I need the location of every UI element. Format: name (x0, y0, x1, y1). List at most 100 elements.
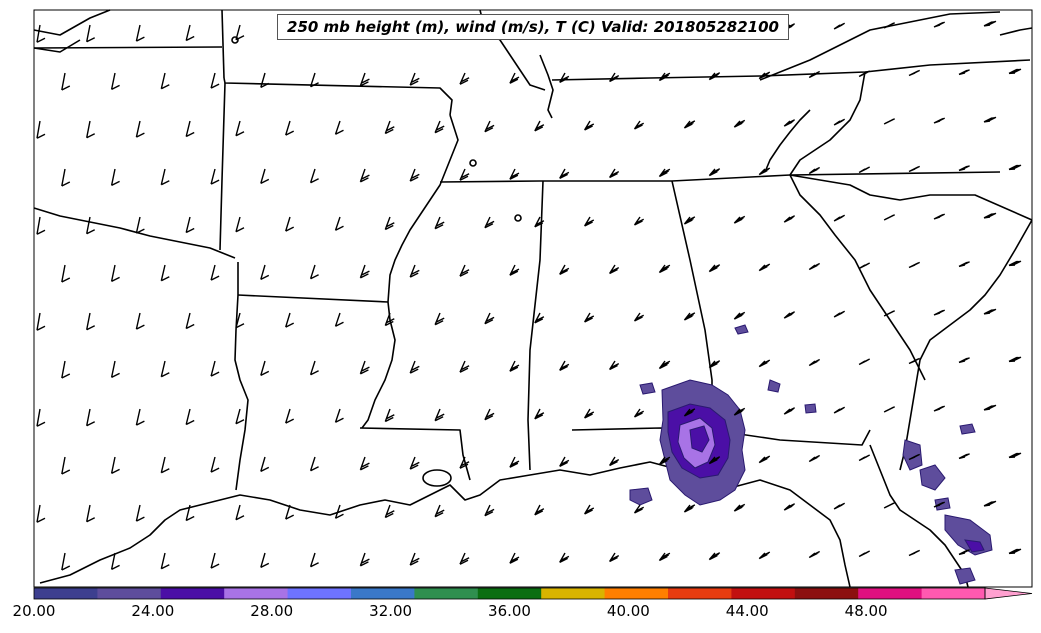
wind-barb (260, 552, 270, 569)
wind-barb (933, 501, 946, 508)
colorbar-segment (224, 588, 289, 599)
wind-barb (983, 308, 997, 315)
wind-barb (434, 312, 445, 326)
wind-barb (36, 216, 46, 235)
map-title: 250 mb height (m), wind (m/s), T (C) Val… (277, 14, 789, 40)
wind-barb (559, 456, 570, 468)
wind-barb (958, 69, 970, 76)
wind-barb (534, 120, 545, 132)
wind-barb (633, 120, 645, 130)
wind-barb (260, 264, 270, 281)
wind-barb (708, 360, 721, 369)
wind-barb (908, 261, 921, 269)
colorbar-segment (921, 588, 986, 599)
colorbar-segment (541, 588, 606, 599)
wind-barb (808, 358, 821, 367)
colorbar-tick-label: 24.00 (131, 602, 175, 620)
wind-barb (534, 312, 545, 324)
colorbar-segment (351, 588, 415, 599)
wind-barb (185, 120, 195, 138)
wind-barb (658, 360, 671, 370)
wind-barb (285, 216, 295, 232)
wind-barb (409, 552, 420, 566)
wind-barb (983, 20, 997, 27)
state-border (527, 180, 544, 471)
state-border (789, 174, 1033, 221)
geography-lines (33, 9, 1033, 588)
wind-barb (185, 24, 195, 42)
wind-barb (559, 360, 570, 372)
wind-barb (409, 360, 420, 374)
lake-coast-line (999, 27, 1033, 36)
wind-barb (683, 408, 696, 417)
wind-barb (210, 360, 220, 377)
colorbar-segment (97, 588, 162, 599)
wind-barb (883, 502, 896, 509)
wind-barb (235, 408, 245, 425)
wind-barb (883, 118, 896, 125)
wind-barb (36, 24, 46, 43)
wind-barb (309, 72, 319, 88)
wind-barb (86, 504, 96, 523)
wind-barb (210, 552, 220, 569)
wind-barb (484, 504, 495, 517)
shaded-region (934, 497, 951, 511)
wind-barb (110, 456, 120, 475)
wind-barb (334, 504, 344, 519)
atlantic-coastline (899, 219, 1033, 471)
lake-coast-line (33, 9, 111, 36)
wind-barb (633, 408, 645, 418)
wind-barb (883, 310, 896, 317)
wind-barb (36, 120, 46, 139)
wind-barb (210, 168, 220, 185)
wind-barb (359, 456, 370, 471)
wind-barb (534, 216, 545, 228)
wind-barb (733, 311, 746, 320)
wind-barb (210, 72, 220, 89)
lake-coast-line (33, 39, 81, 53)
lake (469, 159, 477, 167)
state-border (571, 427, 871, 446)
wind-barb (459, 552, 470, 565)
wind-barb (1008, 452, 1022, 459)
wind-barb (559, 72, 570, 84)
wind-barb (833, 310, 846, 318)
wind-barb (135, 408, 145, 426)
wind-barb (86, 408, 96, 427)
wind-barb (758, 167, 771, 176)
wind-barb (160, 264, 170, 282)
wind-barb (359, 552, 370, 567)
lake-coast-line (539, 54, 554, 119)
state-border (789, 71, 866, 176)
wind-barb (1008, 260, 1022, 267)
wind-barb (708, 168, 721, 177)
wind-barb (683, 120, 696, 129)
wind-barb (833, 502, 846, 510)
wind-barb (384, 504, 395, 519)
wind-barb (260, 456, 270, 473)
wind-barb (833, 406, 846, 414)
wind-barb (334, 120, 344, 135)
wind-barb (733, 503, 746, 512)
wind-barb (559, 264, 570, 276)
wind-barb (185, 312, 195, 330)
wind-barb (110, 264, 120, 283)
wind-barb (758, 263, 771, 272)
wind-barb (583, 312, 595, 323)
colorbar-tick-label: 32.00 (369, 602, 413, 620)
wind-barb (509, 456, 520, 468)
wind-barb (583, 408, 595, 419)
wind-barb (235, 312, 245, 329)
wind-barb (908, 549, 921, 557)
shaded-region (954, 567, 976, 585)
wind-barb (583, 504, 595, 515)
lake (231, 36, 239, 44)
wind-barb (484, 312, 495, 325)
colorbar-tick-label: 40.00 (606, 602, 650, 620)
colorbar-extend-arrow (984, 587, 1033, 600)
wind-barb (658, 552, 671, 562)
wind-barb (185, 216, 195, 234)
wind-barb (708, 72, 721, 81)
wind-barb (733, 407, 746, 416)
